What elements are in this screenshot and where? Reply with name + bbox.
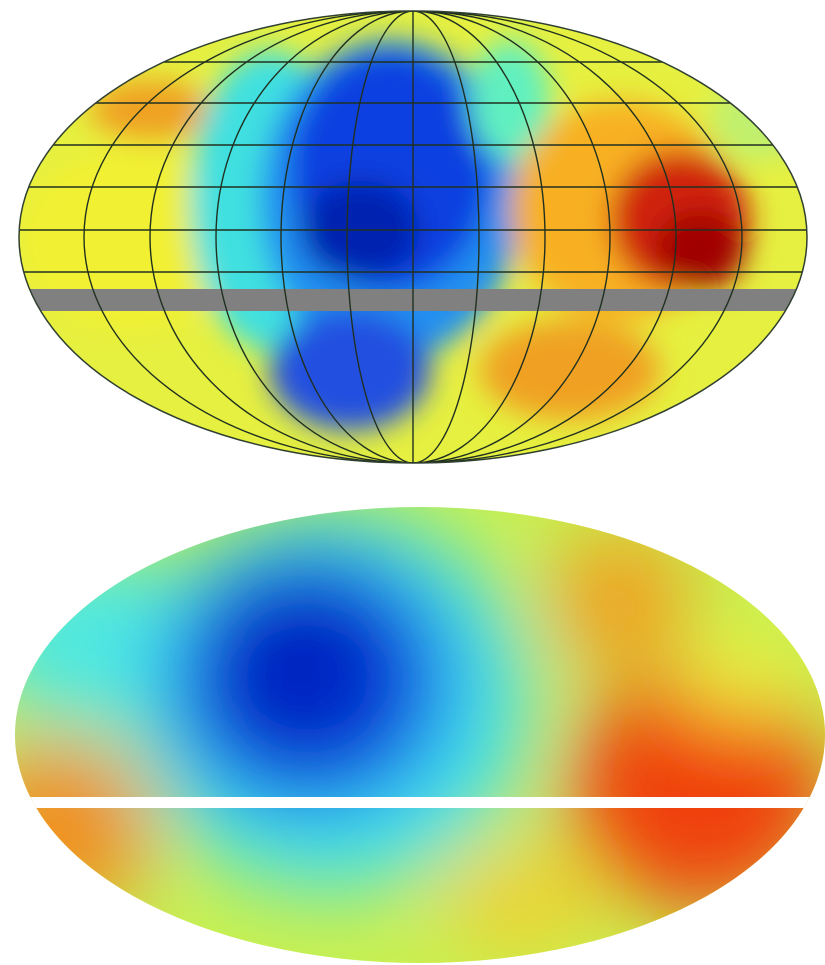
blob	[550, 530, 690, 670]
blob	[270, 310, 430, 430]
masked-band	[0, 797, 825, 808]
blob	[90, 80, 210, 140]
top-map	[0, 0, 825, 470]
blob	[680, 640, 800, 720]
blob	[710, 80, 810, 160]
blob	[655, 210, 745, 290]
bottom-map	[0, 500, 825, 965]
blob	[210, 580, 390, 760]
blob	[440, 850, 600, 950]
sky-maps	[0, 0, 825, 965]
